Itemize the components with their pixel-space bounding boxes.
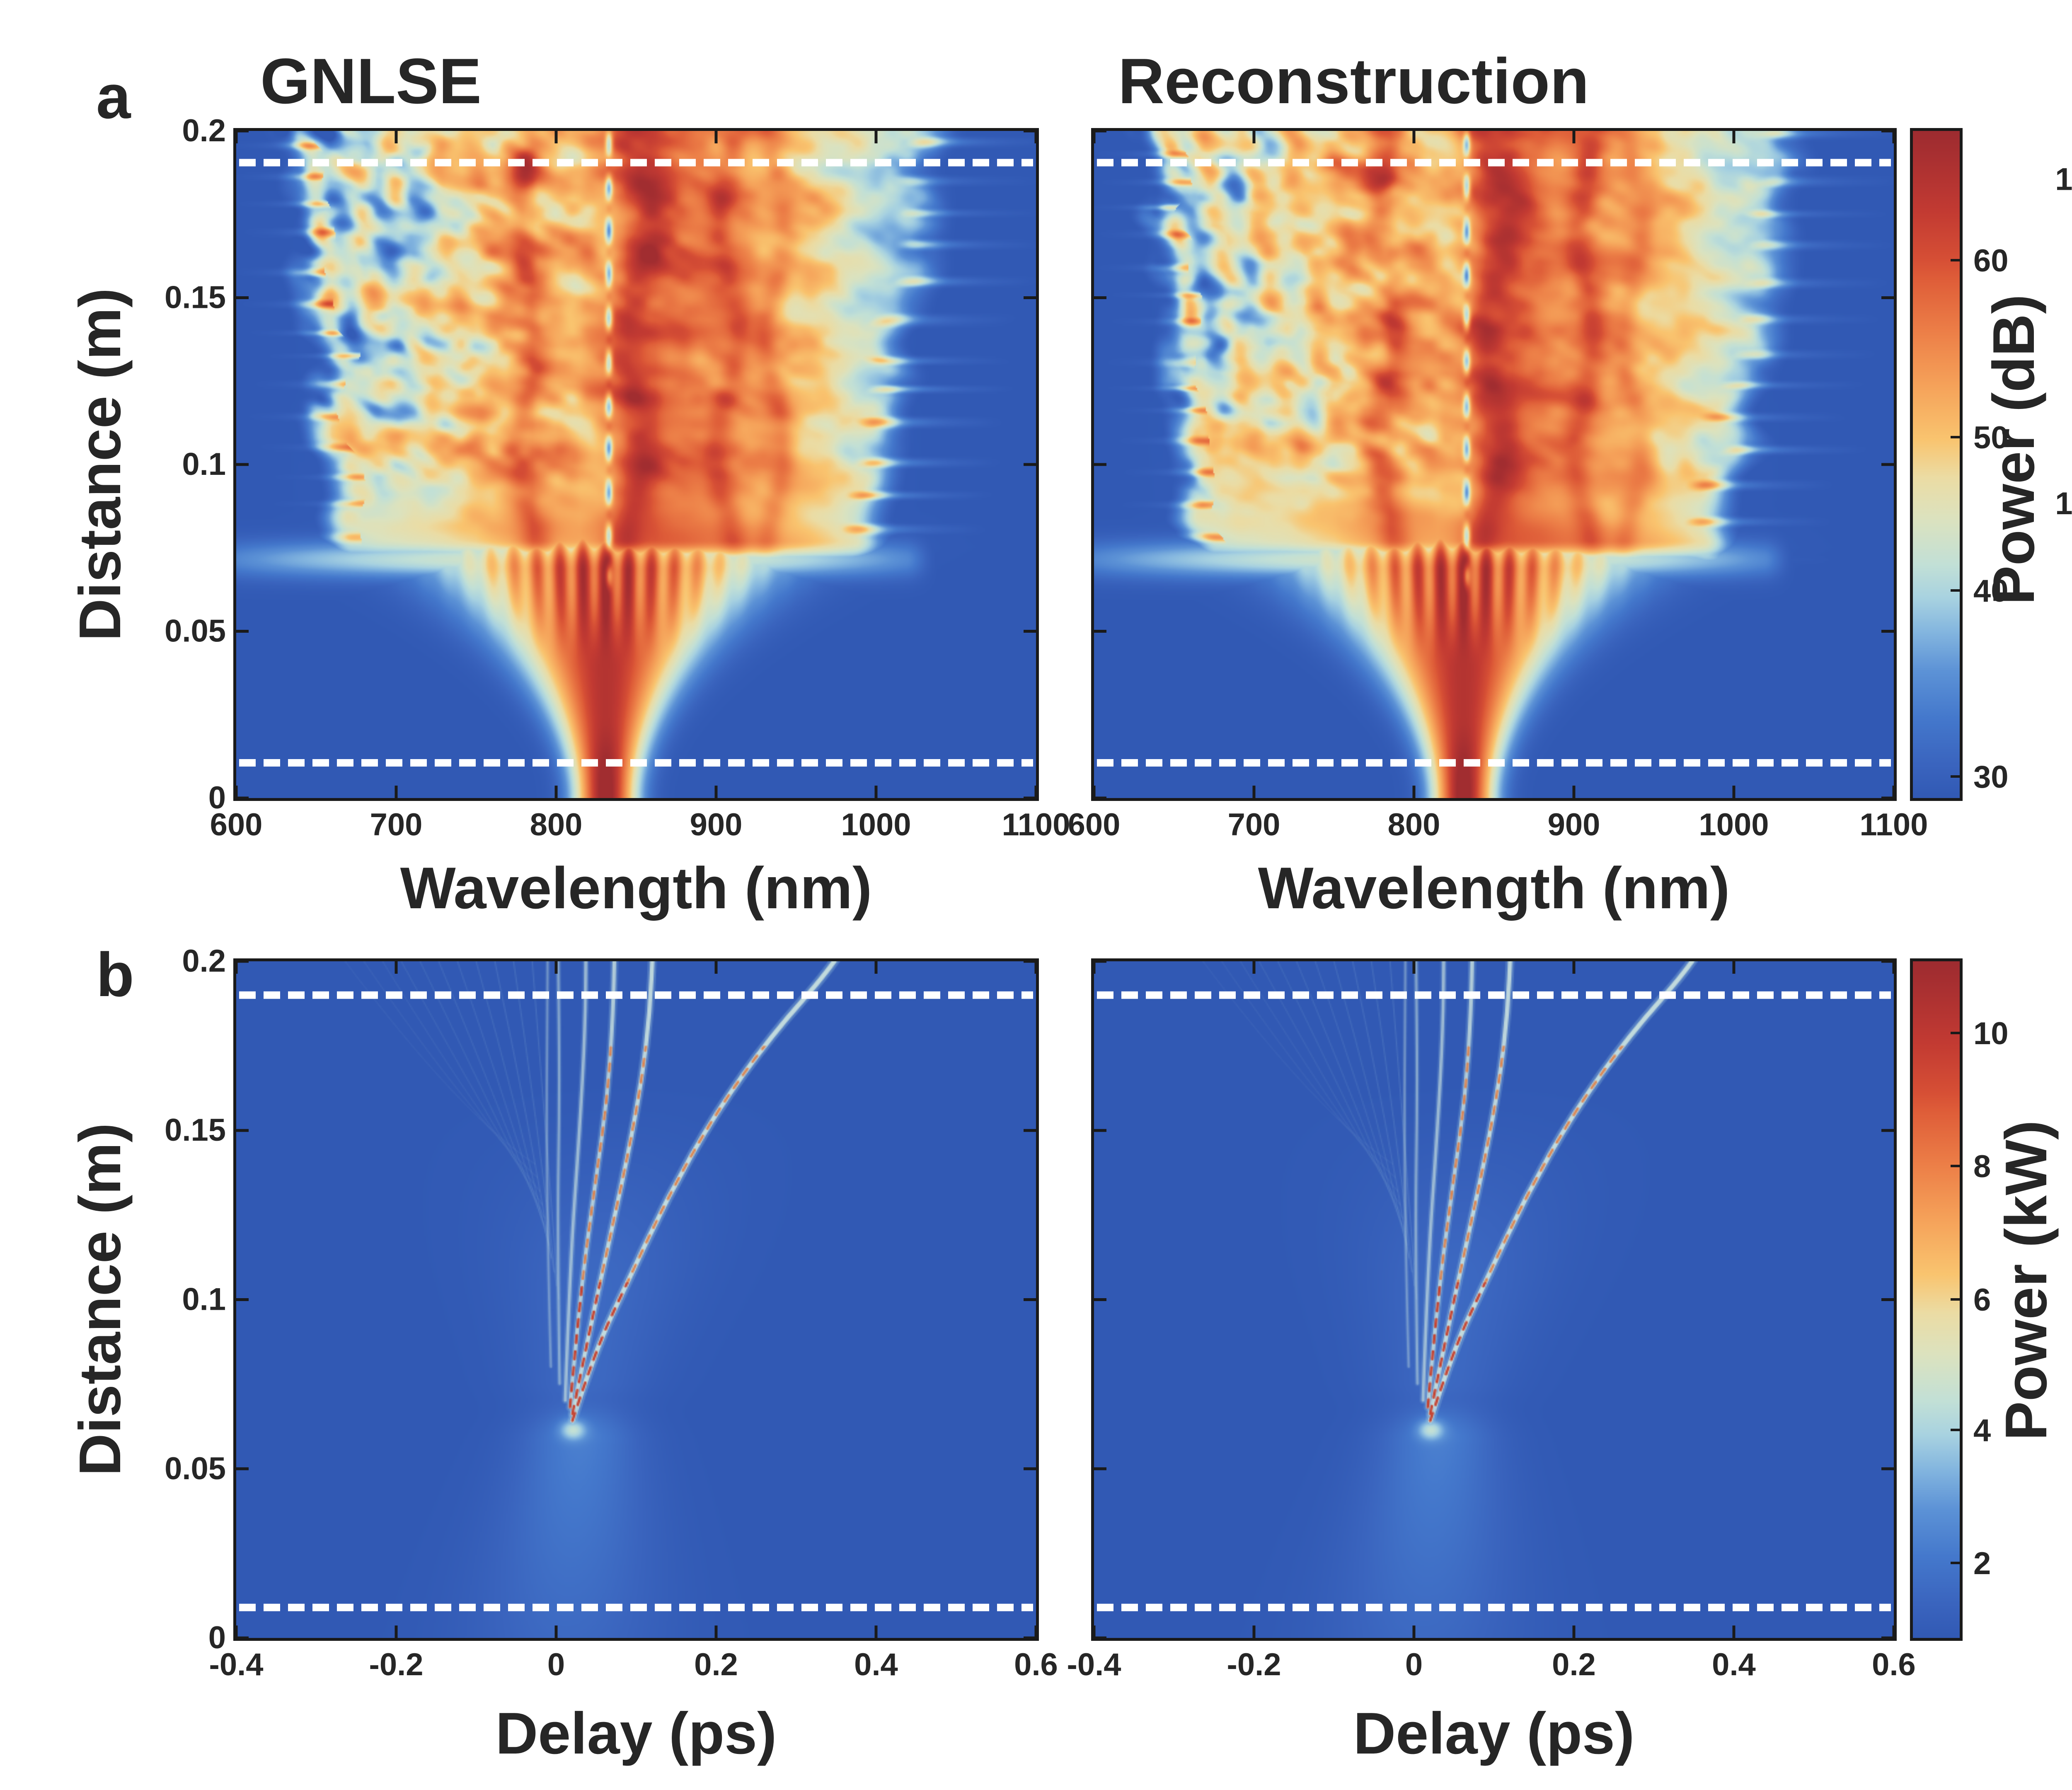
svg-text:0: 0 [208, 1620, 226, 1655]
svg-text:8: 8 [1973, 1149, 1991, 1184]
svg-text:50: 50 [1973, 420, 2009, 455]
svg-text:0: 0 [1405, 1647, 1423, 1682]
svg-text:30: 30 [1973, 760, 2009, 795]
svg-text:0.15: 0.15 [165, 1113, 226, 1148]
svg-text:0.05: 0.05 [165, 1451, 226, 1486]
svg-text:800: 800 [530, 807, 583, 842]
svg-text:0.6: 0.6 [1014, 1647, 1058, 1682]
svg-text:b: b [96, 940, 134, 1009]
svg-text:Distance (m): Distance (m) [67, 1123, 133, 1476]
svg-text:1000: 1000 [841, 807, 911, 842]
svg-text:Distance (m): Distance (m) [67, 288, 133, 641]
svg-text:0.1: 0.1 [182, 1282, 226, 1317]
svg-text:0.4: 0.4 [854, 1647, 898, 1682]
svg-text:1100: 1100 [1002, 807, 1070, 842]
svg-text:0.15: 0.15 [165, 280, 226, 315]
svg-text:0.1: 0.1 [182, 447, 226, 482]
svg-text:120: 120 [2055, 162, 2072, 197]
svg-text:a: a [96, 62, 131, 131]
svg-text:6: 6 [1973, 1282, 1991, 1318]
svg-text:0.05: 0.05 [165, 614, 226, 649]
svg-text:-0.2: -0.2 [1227, 1647, 1281, 1682]
svg-text:-0.2: -0.2 [369, 1647, 424, 1682]
svg-text:0.2: 0.2 [182, 113, 226, 148]
svg-text:Delay (ps): Delay (ps) [496, 1700, 777, 1766]
svg-text:700: 700 [370, 807, 423, 842]
svg-text:0: 0 [208, 780, 226, 815]
svg-text:600: 600 [1068, 807, 1121, 842]
svg-text:Delay (ps): Delay (ps) [1353, 1700, 1635, 1766]
svg-text:Power (kW): Power (kW) [1993, 1120, 2059, 1440]
svg-text:700: 700 [1228, 807, 1280, 842]
svg-text:Power (dB): Power (dB) [1981, 294, 2047, 605]
svg-text:0.6: 0.6 [1872, 1647, 1916, 1682]
svg-text:Wavelength (nm): Wavelength (nm) [1258, 855, 1730, 921]
svg-text:0.2: 0.2 [1552, 1647, 1596, 1682]
svg-text:0.2: 0.2 [694, 1647, 738, 1682]
svg-text:1000: 1000 [1699, 807, 1769, 842]
svg-text:0.2: 0.2 [182, 943, 226, 979]
svg-text:0.4: 0.4 [1712, 1647, 1756, 1682]
svg-text:2: 2 [1973, 1546, 1991, 1581]
svg-text:-0.4: -0.4 [1067, 1647, 1121, 1682]
svg-text:40: 40 [1973, 573, 2009, 609]
svg-text:120: 120 [2055, 486, 2072, 521]
svg-text:4: 4 [1973, 1413, 1991, 1448]
svg-text:600: 600 [210, 807, 263, 842]
svg-text:1100: 1100 [1860, 807, 1928, 842]
svg-text:10: 10 [1973, 1016, 2009, 1051]
svg-text:800: 800 [1388, 807, 1440, 842]
svg-text:Wavelength (nm): Wavelength (nm) [400, 855, 872, 921]
svg-text:0: 0 [547, 1647, 565, 1682]
svg-text:-0.4: -0.4 [209, 1647, 264, 1682]
svg-text:60: 60 [1973, 243, 2009, 278]
svg-text:900: 900 [690, 807, 743, 842]
svg-text:GNLSE: GNLSE [260, 45, 482, 117]
svg-text:900: 900 [1548, 807, 1600, 842]
svg-text:Reconstruction: Reconstruction [1118, 45, 1589, 117]
